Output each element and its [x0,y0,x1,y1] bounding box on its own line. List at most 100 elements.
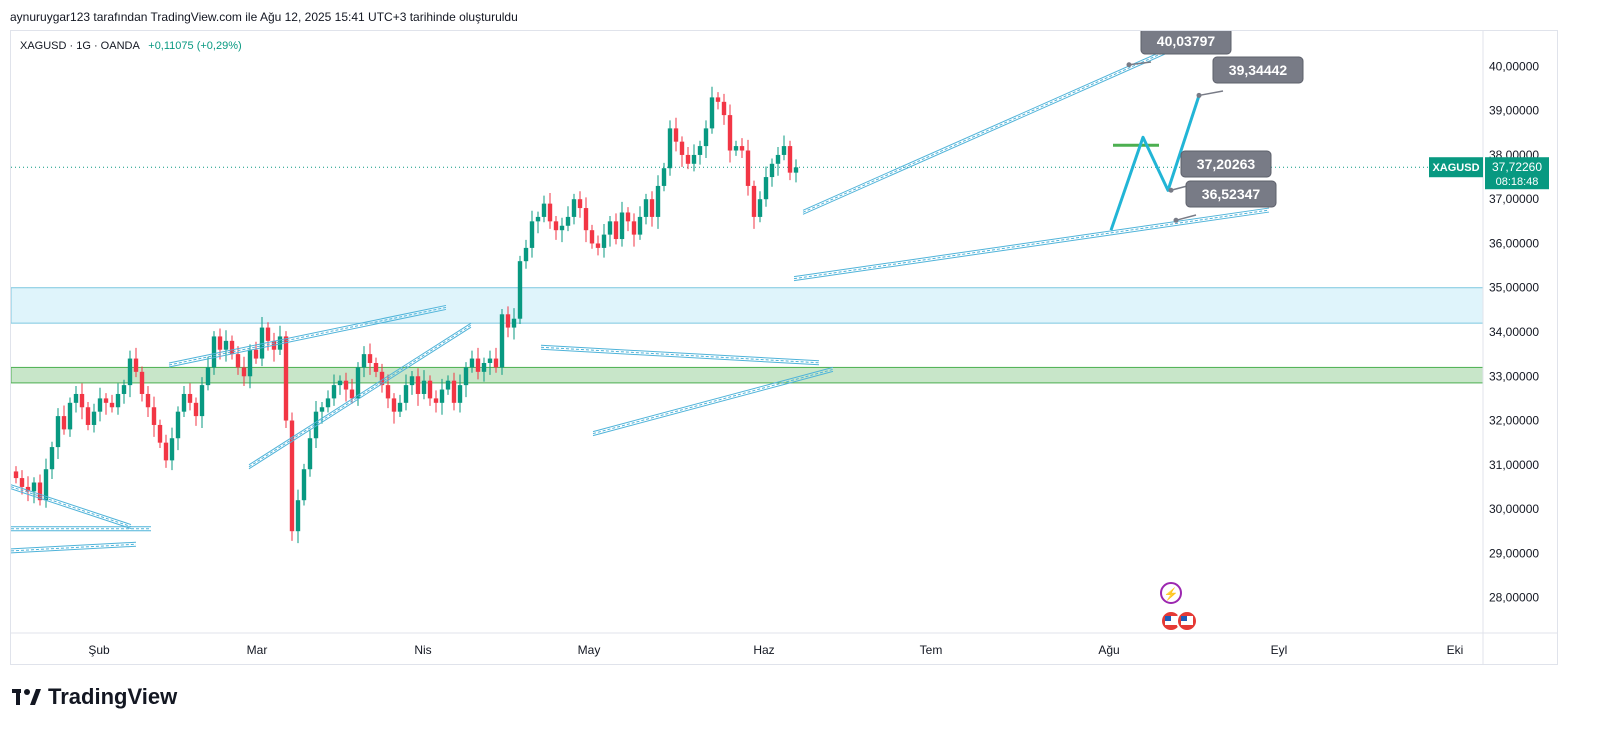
candle-body[interactable] [295,500,301,532]
candle-body[interactable] [427,380,433,399]
candle-body[interactable] [73,393,79,403]
candle-body[interactable] [505,314,511,328]
candle-body[interactable] [151,407,157,425]
candle-body[interactable] [259,327,265,359]
candle-body[interactable] [673,128,679,142]
candle-body[interactable] [49,447,55,470]
candle-body[interactable] [697,146,703,155]
candle-body[interactable] [787,146,793,173]
candle-body[interactable] [631,221,637,235]
candle-body[interactable] [331,385,337,399]
symbol-legend[interactable]: XAGUSD · 1G · OANDA +0,11075 (+0,29%) [20,40,242,52]
candle-body[interactable] [235,354,241,368]
candle-body[interactable] [187,393,193,403]
price-badge[interactable] [1485,157,1549,190]
candle-body[interactable] [577,199,583,209]
candle-body[interactable] [343,380,349,390]
candle-body[interactable] [127,358,133,386]
candle-body[interactable] [361,354,367,368]
candle-body[interactable] [709,97,715,129]
candle-body[interactable] [595,243,601,248]
candle-body[interactable] [409,376,415,386]
candle-body[interactable] [661,168,667,186]
candle-body[interactable] [739,146,745,151]
candle-body[interactable] [391,398,397,412]
candle-body[interactable] [517,261,523,319]
candle-body[interactable] [511,318,517,328]
candle-body[interactable] [229,340,235,355]
candle-body[interactable] [421,380,427,394]
candle-body[interactable] [775,154,781,164]
candle-body[interactable] [487,358,493,363]
candle-body[interactable] [649,199,655,217]
candle-body[interactable] [265,327,271,341]
candle-body[interactable] [643,199,649,217]
candle-body[interactable] [559,225,565,231]
candle-body[interactable] [625,212,631,222]
candle-body[interactable] [349,389,355,399]
candle-body[interactable] [385,385,391,399]
projection-path[interactable] [1109,95,1201,231]
candle-body[interactable] [211,336,217,368]
candle-body[interactable] [439,389,445,403]
candle-body[interactable] [355,367,361,399]
candle-body[interactable] [199,385,205,417]
candle-body[interactable] [691,154,697,164]
candle-body[interactable] [115,393,121,408]
candle-body[interactable] [79,393,85,408]
candle-body[interactable] [325,398,331,408]
callout-box[interactable] [1212,56,1304,84]
candle-body[interactable] [91,411,97,425]
candle-body[interactable] [25,486,31,492]
candle-body[interactable] [529,221,535,248]
candle-body[interactable] [781,146,787,155]
candle-body[interactable] [685,154,691,164]
candle-body[interactable] [655,185,661,217]
candle-body[interactable] [535,216,541,222]
candle-body[interactable] [163,442,169,461]
candle-body[interactable] [13,471,19,479]
candle-body[interactable] [613,221,619,240]
candle-body[interactable] [97,398,103,412]
price-chart[interactable]: 40,03797 39,34442 37,20263 36,52347 ⚡ 28,0000… [11,31,1557,664]
candle-body[interactable] [727,115,733,151]
candle-body[interactable] [757,199,763,217]
candle-body[interactable] [313,411,319,439]
candle-body[interactable] [133,358,139,372]
candle-body[interactable] [337,380,343,386]
candle-body[interactable] [679,141,685,155]
candle-body[interactable] [397,402,403,412]
candle-body[interactable] [667,128,673,169]
candle-body[interactable] [553,221,559,231]
candle-body[interactable] [721,101,727,116]
candle-body[interactable] [247,349,253,377]
candle-body[interactable] [241,367,247,377]
candle-body[interactable] [793,167,799,173]
symbol-info[interactable]: XAGUSD · 1G · OANDA [20,40,140,52]
candle-body[interactable] [523,247,529,262]
candle-body[interactable] [367,354,373,363]
candle-body[interactable] [145,393,151,408]
candle-body[interactable] [445,380,451,390]
brand-footer[interactable]: TradingView [12,684,177,710]
candle-body[interactable] [619,212,625,240]
candle-body[interactable] [583,208,589,231]
candle-body[interactable] [763,177,769,200]
candle-body[interactable] [703,128,709,147]
candle-body[interactable] [469,358,475,368]
candle-body[interactable] [751,185,757,217]
candle-body[interactable] [19,478,25,487]
candle-body[interactable] [373,362,379,372]
candle-body[interactable] [139,371,145,394]
candle-body[interactable] [193,402,199,417]
candle-body[interactable] [499,314,505,368]
candle-body[interactable] [253,349,259,359]
candle-body[interactable] [55,416,61,448]
candle-body[interactable] [205,367,211,386]
candle-body[interactable] [433,398,439,403]
candle-body[interactable] [289,420,295,532]
candle-body[interactable] [37,482,43,501]
candle-body[interactable] [475,358,481,372]
chart-pane[interactable]: 40,03797 39,34442 37,20263 36,52347 ⚡ 28,0000… [10,30,1558,665]
lightning-icon[interactable] [1160,582,1182,604]
